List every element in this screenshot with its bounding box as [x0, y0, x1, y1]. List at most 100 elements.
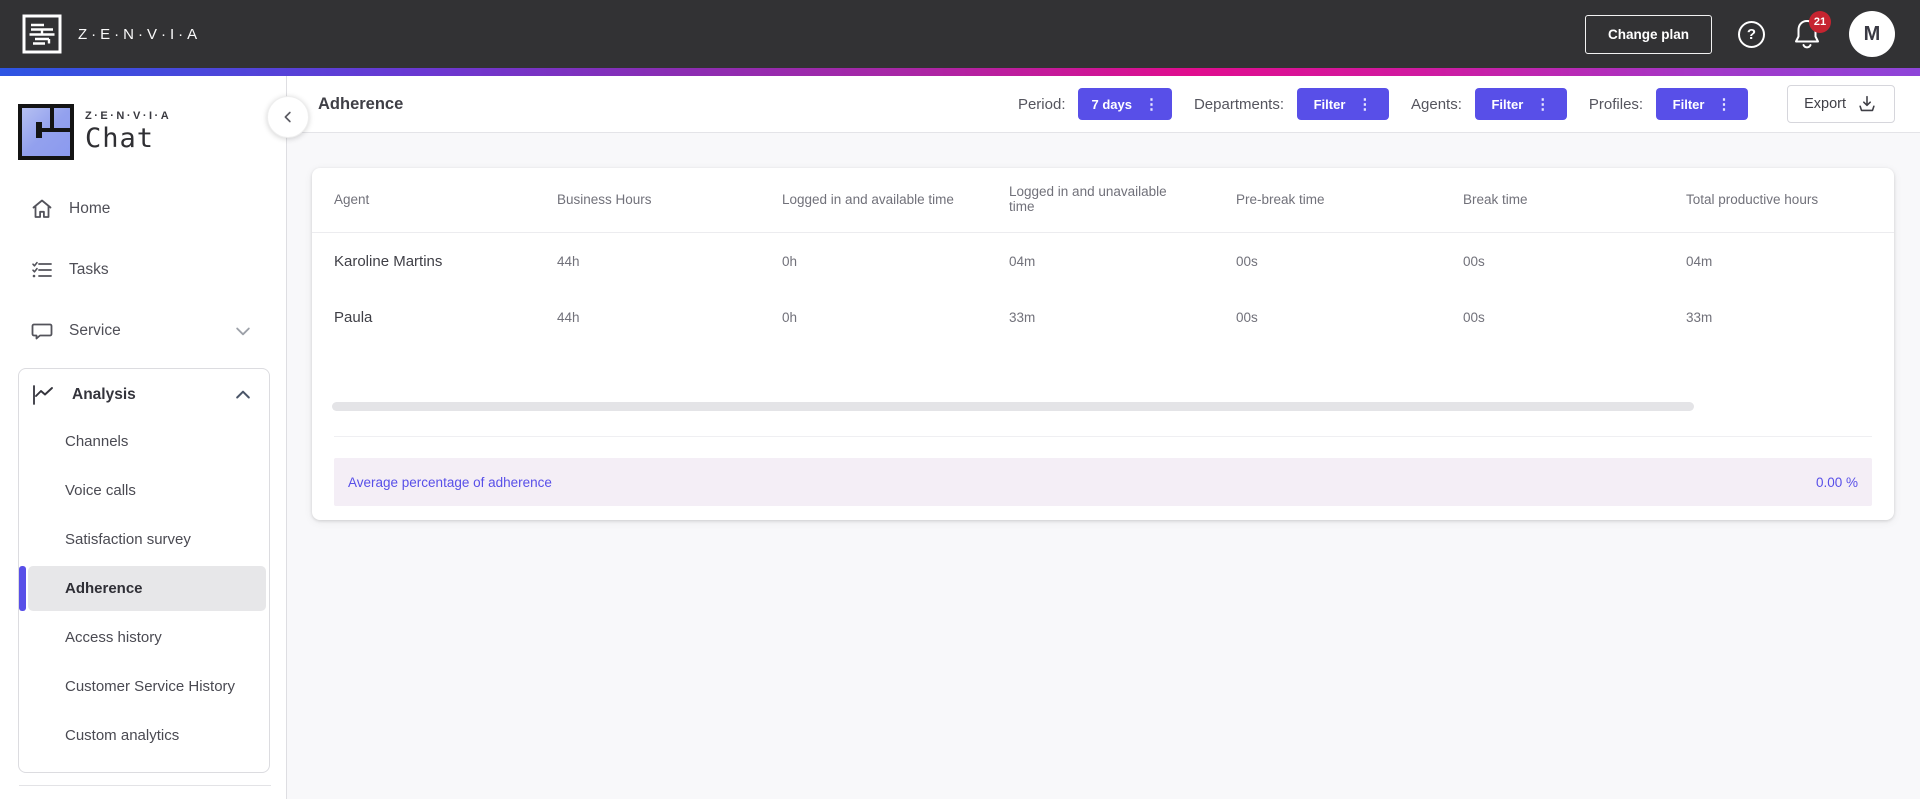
period-filter-value: 7 days: [1091, 96, 1132, 112]
sidebar-item-voice-calls[interactable]: Voice calls: [19, 466, 269, 515]
total-productive-hours-value: 04m: [1686, 253, 1713, 269]
sidebar-item-service[interactable]: Service: [0, 307, 286, 355]
analysis-section: Analysis Channels Voice calls Satisfacti…: [18, 368, 270, 773]
available-time-value: 0h: [782, 309, 798, 325]
business-hours-value: 44h: [557, 253, 580, 269]
sidebar-item-label: Custom analytics: [65, 727, 180, 744]
sidebar-item-label: Voice calls: [65, 482, 136, 499]
chat-logo-text: Z·E·N·V·I·A Chat: [85, 110, 171, 154]
sidebar-item-channels[interactable]: Channels: [19, 417, 269, 466]
zenvia-logo-icon: [22, 14, 62, 54]
filter-bar: Period: 7 days ⋮ Departments: Filter ⋮ A…: [1018, 85, 1895, 123]
sidebar-item-label: Channels: [65, 433, 129, 450]
page-header: Adherence Period: 7 days ⋮ Departments: …: [287, 76, 1920, 133]
agent-name: Paula: [334, 308, 373, 326]
column-header: Agent: [334, 191, 370, 207]
agents-filter-button[interactable]: Filter ⋮: [1474, 88, 1567, 120]
sidebar-item-label: Service: [69, 322, 121, 339]
horizontal-scrollbar[interactable]: [332, 402, 1694, 411]
unavailable-time-value: 33m: [1009, 309, 1036, 325]
chevron-left-icon: [284, 111, 291, 123]
column-header: Total productive hours: [1686, 191, 1819, 207]
column-header: Logged in and unavailable time: [1009, 184, 1167, 214]
departments-filter-button[interactable]: Filter ⋮: [1297, 88, 1390, 120]
chat-logo: Z·E·N·V·I·A Chat: [18, 103, 286, 161]
export-button[interactable]: Export: [1787, 85, 1895, 123]
sidebar-collapse-button[interactable]: [267, 96, 309, 138]
kebab-menu-icon: ⋮: [1716, 95, 1732, 113]
topbar-actions: Change plan ? 21 M: [1584, 11, 1895, 57]
download-icon: [1859, 95, 1875, 112]
brand-text: Z·E·N·V·I·A: [78, 25, 202, 43]
break-time-value: 00s: [1463, 309, 1485, 325]
brand-gradient-strip: [0, 68, 1920, 76]
sidebar-item-analysis[interactable]: Analysis: [19, 373, 269, 417]
table-header-row: Agent Business Hours Logged in and avail…: [312, 168, 1894, 233]
agent-name: Karoline Martins: [334, 252, 443, 270]
sidebar-item-custom-analytics[interactable]: Custom analytics: [19, 711, 269, 760]
unavailable-time-value: 04m: [1009, 253, 1036, 269]
kebab-menu-icon: ⋮: [1143, 95, 1159, 113]
sidebar: Z·E·N·V·I·A Chat Home T: [0, 76, 287, 799]
sidebar-item-label: Customer Service History: [65, 678, 236, 695]
sidebar-item-home[interactable]: Home: [0, 185, 286, 233]
sidebar-nav: Home Tasks Service: [0, 185, 286, 355]
pre-break-time-value: 00s: [1236, 309, 1258, 325]
average-adherence-label: Average percentage of adherence: [348, 474, 552, 490]
main-area: Adherence Period: 7 days ⋮ Departments: …: [287, 76, 1920, 799]
sidebar-divider: [19, 785, 271, 786]
profiles-filter-button[interactable]: Filter ⋮: [1656, 88, 1749, 120]
average-adherence-bar: Average percentage of adherence 0.00 %: [334, 458, 1872, 506]
chevron-down-icon: [236, 327, 250, 336]
column-header: Break time: [1463, 191, 1528, 207]
chevron-up-icon: [236, 390, 250, 399]
sidebar-item-label: Home: [69, 200, 111, 217]
change-plan-button[interactable]: Change plan: [1584, 14, 1712, 54]
sidebar-item-tasks[interactable]: Tasks: [0, 246, 286, 294]
sidebar-item-label: Adherence: [65, 580, 143, 597]
home-icon: [32, 199, 52, 218]
sidebar-item-satisfaction-survey[interactable]: Satisfaction survey: [19, 515, 269, 564]
sidebar-item-adherence[interactable]: Adherence: [19, 564, 269, 613]
help-icon[interactable]: ?: [1738, 20, 1765, 48]
chat-logo-brand: Z·E·N·V·I·A: [85, 110, 172, 122]
table-row: Karoline Martins 44h 0h 04m 00s 00s 04m: [312, 233, 1894, 289]
tasks-icon: [32, 261, 52, 278]
notifications-bell[interactable]: 21: [1791, 11, 1831, 51]
profiles-filter-value: Filter: [1672, 96, 1705, 112]
departments-filter-label: Departments:: [1193, 95, 1285, 113]
sidebar-item-label: Access history: [65, 629, 162, 646]
user-avatar[interactable]: M: [1849, 11, 1895, 57]
zenvia-chat-logo-icon: [18, 104, 74, 160]
zenvia-brand: Z·E·N·V·I·A: [22, 14, 201, 54]
kebab-menu-icon: ⋮: [1357, 95, 1373, 113]
topbar: Z·E·N·V·I·A Change plan ? 21 M: [0, 0, 1920, 68]
sidebar-item-label: Analysis: [72, 386, 136, 403]
period-filter-label: Period:: [1017, 95, 1066, 113]
analysis-chart-icon: [33, 385, 53, 405]
break-time-value: 00s: [1463, 253, 1485, 269]
chat-logo-product: Chat: [85, 123, 155, 154]
service-chat-icon: [31, 323, 53, 340]
active-item-accent-bar: [19, 566, 26, 611]
average-adherence-value: 0.00 %: [1815, 474, 1858, 490]
sidebar-item-access-history[interactable]: Access history: [19, 613, 269, 662]
departments-filter-value: Filter: [1313, 96, 1346, 112]
adherence-card: Agent Business Hours Logged in and avail…: [312, 168, 1894, 520]
active-item-highlight: [28, 566, 266, 611]
table-row: Paula 44h 0h 33m 00s 00s 33m: [312, 289, 1894, 345]
period-filter-button[interactable]: 7 days ⋮: [1078, 88, 1172, 120]
export-label: Export: [1804, 96, 1846, 112]
notification-count-badge: 21: [1809, 11, 1831, 33]
available-time-value: 0h: [782, 253, 798, 269]
agents-filter-value: Filter: [1491, 96, 1524, 112]
total-productive-hours-value: 33m: [1686, 309, 1713, 325]
sidebar-item-label: Tasks: [69, 261, 109, 278]
shell: Z·E·N·V·I·A Chat Home T: [0, 76, 1920, 799]
sidebar-item-customer-service-history[interactable]: Customer Service History: [19, 662, 269, 711]
kebab-menu-icon: ⋮: [1535, 95, 1551, 113]
profiles-filter-label: Profiles:: [1588, 95, 1644, 113]
pre-break-time-value: 00s: [1236, 253, 1258, 269]
content-area: Agent Business Hours Logged in and avail…: [287, 133, 1920, 799]
column-header: Logged in and available time: [782, 191, 954, 207]
